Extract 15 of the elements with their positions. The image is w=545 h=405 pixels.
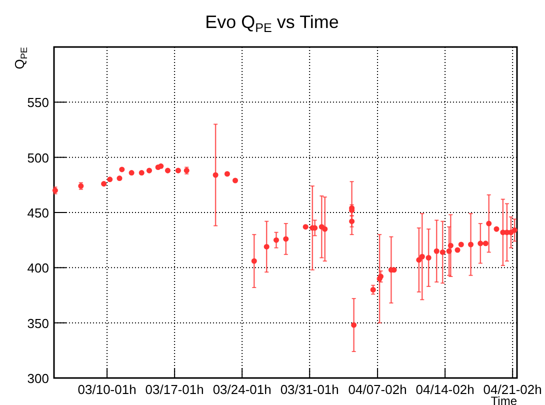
x-tick-label: 03/31-01h [280, 382, 339, 397]
x-axis-title: Time [490, 394, 518, 405]
y-tick-label: 350 [27, 316, 49, 331]
x-tick-label: 03/10-01h [78, 382, 136, 397]
y-tick-label: 500 [27, 150, 49, 166]
x-tick-label: 04/07-02h [348, 382, 407, 397]
x-tick-label: 03/24-01h [212, 382, 272, 397]
chart-title: Evo Q$_{PE}$ vs Time [205, 12, 339, 35]
x-tick-label: 03/17-01h [145, 382, 204, 397]
y-tick-label: 400 [27, 260, 49, 276]
y-tick-label: 300 [27, 371, 49, 386]
x-tick-label: 04/21-02h [483, 382, 542, 397]
y-tick-label: 450 [27, 206, 49, 220]
y-tick-label: 550 [27, 95, 49, 110]
x-tick-label: 04/14-02h [416, 382, 474, 397]
